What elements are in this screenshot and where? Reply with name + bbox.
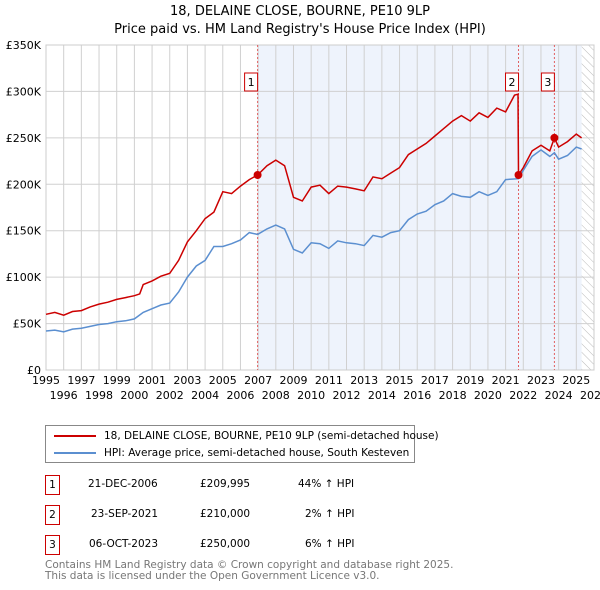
- transaction-hpi: 2% ↑ HPI: [305, 508, 355, 520]
- x-tick-label: 2014: [368, 389, 396, 402]
- transaction-marker: 1: [45, 475, 60, 495]
- transaction-marker: 3: [45, 535, 60, 555]
- x-tick-label: 2010: [297, 389, 325, 402]
- x-tick-label: 1999: [103, 374, 131, 387]
- transaction-hpi: 6% ↑ HPI: [305, 538, 355, 550]
- x-tick-label: 2015: [386, 374, 414, 387]
- footer: Contains HM Land Registry data © Crown c…: [45, 560, 453, 582]
- x-tick-label: 2013: [350, 374, 378, 387]
- x-tick-label: 2000: [120, 389, 148, 402]
- price-chart: 1995 1996 1997 1998 1999 2000 2001 2002 2003 2004…: [6, 39, 600, 402]
- legend-blue-label: HPI: Average price, semi-detached house,…: [104, 447, 410, 459]
- transaction-price: £210,000: [200, 508, 251, 520]
- x-tick-label: 2022: [509, 389, 537, 402]
- plot-border: [45, 44, 595, 371]
- x-tick-label: 2012: [333, 389, 361, 402]
- x-tick-label: 2020: [474, 389, 502, 402]
- annotation-box: [244, 72, 259, 92]
- x-tick-label: 2004: [191, 389, 219, 402]
- y-tick-label: £350K: [6, 39, 42, 52]
- sale-point: [514, 171, 523, 179]
- transaction-date: 06-OCT-2023: [89, 538, 158, 550]
- x-tick-label: 2005: [209, 374, 237, 387]
- annotation-label: 3: [544, 76, 551, 89]
- transaction-date: 21-DEC-2006: [88, 478, 158, 490]
- x-tick-label: 2026: [580, 389, 600, 402]
- transaction-row: 2 23-SEP-2021 £210,000 2% ↑ HPI: [45, 505, 445, 525]
- y-tick-label: £0: [27, 364, 41, 377]
- footer-line-1: Contains HM Land Registry data © Crown c…: [45, 559, 454, 571]
- x-tick-label: 2007: [244, 374, 272, 387]
- x-tick-label: 2001: [138, 374, 166, 387]
- x-tick-label: 2025: [562, 374, 590, 387]
- y-tick-label: £300K: [6, 85, 42, 98]
- x-tick-label: 1995: [32, 374, 60, 387]
- chart-subtitle: Price paid vs. HM Land Registry's House …: [114, 22, 486, 37]
- x-tick-label: 2002: [156, 389, 184, 402]
- transaction-price: £250,000: [200, 538, 251, 550]
- legend: 18, DELAINE CLOSE, BOURNE, PE10 9LP (sem…: [45, 425, 439, 463]
- annotation-box: [540, 72, 555, 92]
- sale-point: [550, 133, 559, 142]
- forecast-hatch: [581, 45, 594, 370]
- transaction-date: 23-SEP-2021: [91, 508, 159, 520]
- x-tick-label: 2003: [173, 374, 201, 387]
- x-tick-label: 1998: [85, 389, 113, 402]
- x-tick-label: 2016: [403, 389, 431, 402]
- y-tick-label: £50K: [13, 318, 42, 331]
- x-tick-label: 2008: [262, 389, 290, 402]
- legend-blue-swatch: [54, 452, 96, 454]
- y-tick-label: £150K: [6, 225, 42, 238]
- annotation-label: 1: [248, 76, 255, 89]
- shaded-region: [257, 45, 582, 370]
- y-tick-label: £250K: [6, 132, 42, 145]
- legend-red-label: 18, DELAINE CLOSE, BOURNE, PE10 9LP (sem…: [104, 430, 439, 442]
- x-tick-label: 2011: [315, 374, 343, 387]
- legend-red-swatch: [54, 435, 96, 437]
- annotation-box: [505, 72, 520, 92]
- chart-title: 18, DELAINE CLOSE, BOURNE, PE10 9LP: [170, 4, 430, 19]
- transaction-row: 3 06-OCT-2023 £250,000 6% ↑ HPI: [45, 535, 445, 555]
- x-tick-label: 1997: [67, 374, 95, 387]
- annotation-label: 2: [509, 76, 516, 89]
- x-tick-label: 1996: [50, 389, 78, 402]
- y-tick-label: £100K: [6, 271, 42, 284]
- x-tick-label: 2006: [226, 389, 254, 402]
- x-tick-label: 2024: [545, 389, 573, 402]
- sale-point: [253, 171, 262, 180]
- transaction-row: 1 21-DEC-2006 £209,995 44% ↑ HPI: [45, 475, 445, 495]
- transaction-hpi: 44% ↑ HPI: [298, 478, 355, 490]
- x-tick-label: 2021: [492, 374, 520, 387]
- transaction-price: £209,995: [200, 478, 251, 490]
- y-tick-label: £200K: [6, 178, 42, 191]
- x-tick-label: 2009: [279, 374, 307, 387]
- series-line: [45, 146, 582, 333]
- series-line: [45, 93, 583, 316]
- x-tick-label: 2023: [527, 374, 555, 387]
- x-tick-label: 2017: [421, 374, 449, 387]
- x-tick-label: 2019: [456, 374, 484, 387]
- transaction-marker: 2: [45, 505, 60, 525]
- x-tick-label: 2018: [439, 389, 467, 402]
- footer-line-2: This data is licensed under the Open Gov…: [45, 570, 380, 582]
